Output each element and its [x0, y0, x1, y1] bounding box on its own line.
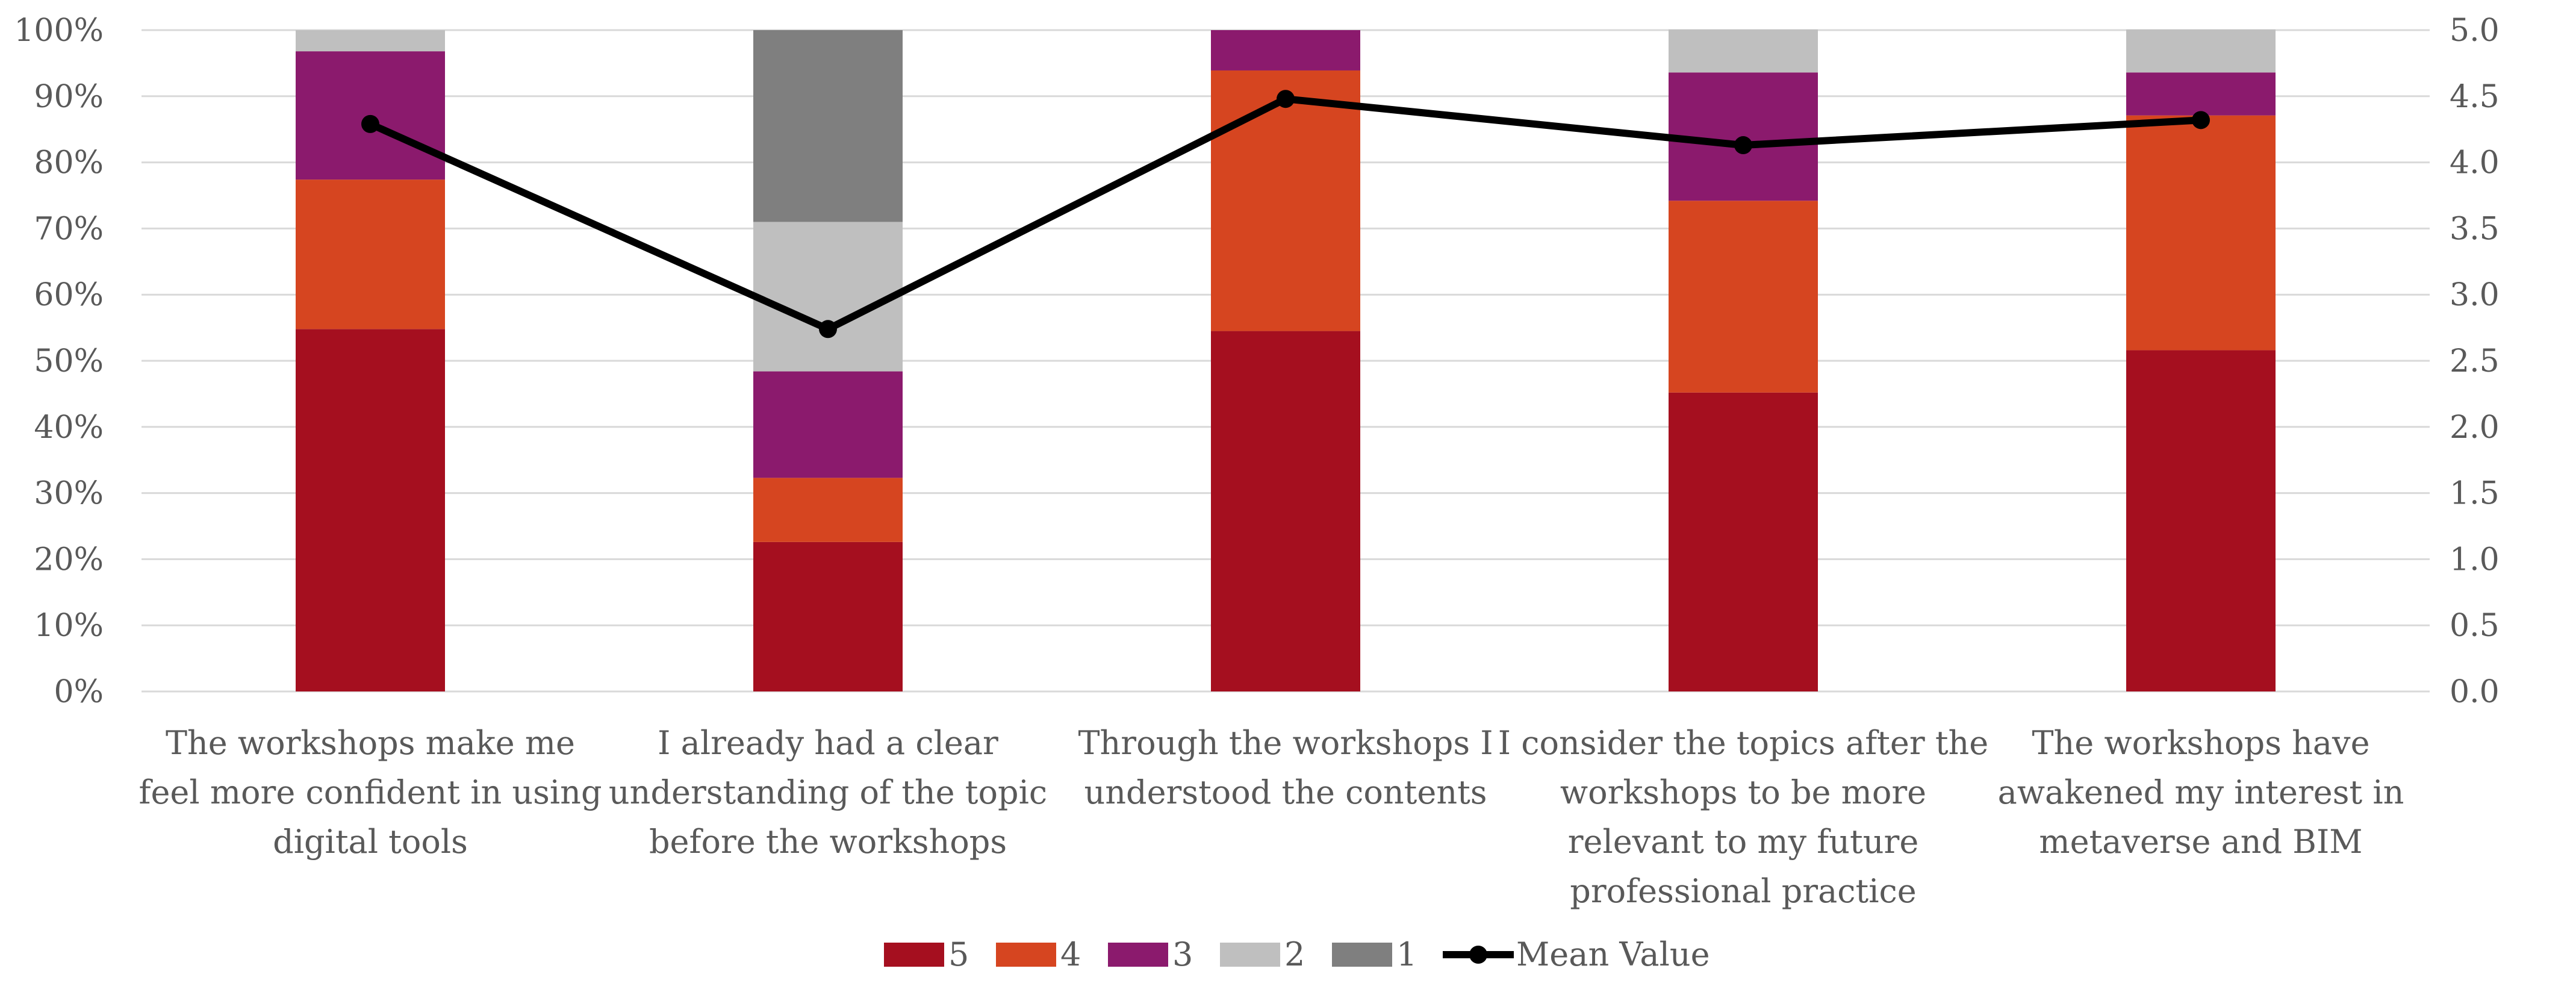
y-left-tick-label: 10%: [34, 608, 104, 644]
y-left-tick-label: 100%: [14, 13, 104, 49]
legend-swatch-1: [1332, 943, 1392, 967]
legend-label: 5: [948, 935, 969, 973]
y-left-tick-label: 50%: [34, 343, 104, 379]
legend-marker-mean: [1469, 946, 1487, 964]
category-label-line: understood the contents: [1084, 773, 1487, 811]
legend-label: 2: [1284, 935, 1305, 973]
bar-segment-2: [1669, 29, 1818, 73]
category-label-line: digital tools: [273, 823, 468, 861]
mean-value-point: [819, 320, 837, 339]
y-right-tick-label: 4.5: [2450, 79, 2500, 115]
category-label-line: Through the workshops I: [1078, 724, 1493, 762]
legend-label: 3: [1172, 935, 1193, 973]
bar-segment-4: [1669, 201, 1818, 393]
bar-segment-4: [2126, 115, 2276, 351]
category-label: The workshops have awakened my interest i…: [1998, 724, 2404, 861]
y-left-tick-label: 80%: [34, 145, 104, 181]
category-label: The workshops make me feel more confident…: [138, 724, 602, 861]
mean-value-point: [1734, 136, 1752, 155]
category-label: Through the workshops I understood the co…: [1078, 724, 1493, 811]
bar-segment-3: [2126, 72, 2276, 116]
y-right-tick-label: 2.0: [2450, 410, 2500, 446]
y-right-tick-label: 3.5: [2450, 211, 2500, 247]
bar-segment-5: [753, 541, 903, 691]
y-right-tick-label: 1.5: [2450, 476, 2500, 512]
bar-segment-2: [2126, 29, 2276, 73]
legend-swatch-3: [1108, 943, 1168, 967]
bar-segment-1: [753, 30, 903, 222]
category-label-line: understanding of the topic: [609, 773, 1047, 811]
legend-label: 4: [1060, 935, 1081, 973]
bar-segment-3: [753, 371, 903, 478]
y-left-tick-label: 90%: [34, 79, 104, 115]
y-right-tick-label: 4.0: [2450, 145, 2500, 181]
y-right-tick-label: 0.5: [2450, 608, 2500, 644]
category-label-line: I already had a clear: [658, 724, 998, 762]
legend-swatch-2: [1220, 943, 1280, 967]
bar-segment-4: [753, 478, 903, 542]
y-right-tick-label: 0.0: [2450, 674, 2500, 710]
mean-value-point: [2192, 111, 2210, 129]
bar-segment-3: [1211, 30, 1360, 70]
legend-label: 1: [1396, 935, 1417, 973]
y-right-tick-label: 5.0: [2450, 13, 2500, 49]
category-label-line: metaverse and BIM: [2039, 823, 2362, 861]
y-right-tick-label: 1.0: [2450, 541, 2500, 578]
category-label: I already had a clear understanding of th…: [609, 724, 1047, 861]
bar-segment-2: [296, 30, 445, 52]
category-label-line: relevant to my future: [1568, 823, 1919, 861]
bar-segment-5: [1211, 331, 1360, 691]
y-right-tick-label: 3.0: [2450, 277, 2500, 313]
category-label-line: awakened my interest in: [1998, 773, 2404, 811]
bar-segment-5: [296, 329, 445, 691]
legend-swatch-4: [996, 943, 1056, 967]
bar-segment-5: [1669, 392, 1818, 691]
y-left-tick-label: 30%: [34, 476, 104, 512]
y-left-tick-label: 40%: [34, 410, 104, 446]
y-right-tick-label: 2.5: [2450, 343, 2500, 379]
category-label-line: feel more confident in using: [138, 773, 602, 811]
legend-label: Mean Value: [1516, 935, 1710, 973]
bar-segment-5: [2126, 350, 2276, 691]
legend-swatch-5: [884, 943, 944, 967]
mean-value-point: [1277, 90, 1295, 108]
bar-segment-2: [753, 222, 903, 372]
y-left-tick-label: 70%: [34, 211, 104, 247]
category-label-line: The workshops make me: [166, 724, 575, 762]
category-label: I consider the topics after the workshops…: [1498, 724, 1989, 910]
mean-value-point: [361, 114, 379, 133]
y-left-tick-label: 20%: [34, 541, 104, 578]
bar-segment-4: [296, 179, 445, 329]
y-left-tick-label: 60%: [34, 277, 104, 313]
y-left-tick-label: 0%: [54, 674, 104, 710]
category-label-line: before the workshops: [649, 823, 1007, 861]
bar-segment-4: [1211, 70, 1360, 331]
category-label-line: I consider the topics after the: [1498, 724, 1989, 762]
category-label-line: workshops to be more: [1560, 773, 1926, 811]
category-label-line: professional practice: [1570, 872, 1916, 910]
category-label-line: The workshops have: [2032, 724, 2369, 762]
